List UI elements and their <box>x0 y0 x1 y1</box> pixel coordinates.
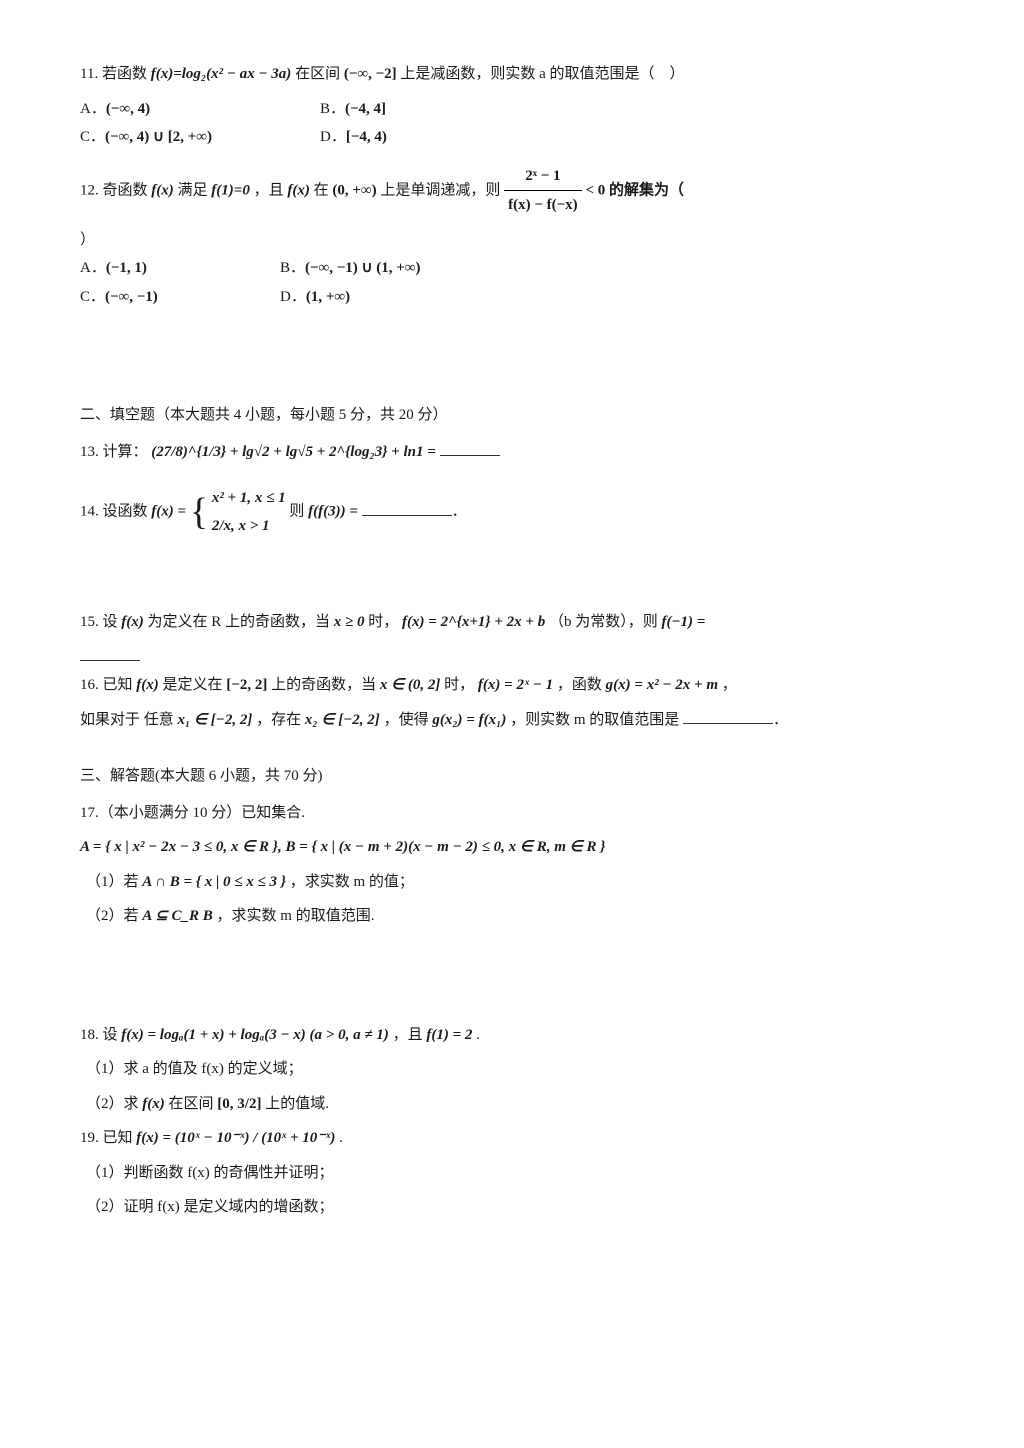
q11-stem-mid: 在区间 <box>295 66 344 82</box>
question-19-p1: （1）判断函数 f(x) 的奇偶性并证明； <box>80 1159 944 1188</box>
q13-blank <box>440 440 500 456</box>
q11-opt-b: B．(−4, 4] <box>320 95 560 124</box>
q12-opt-d: D．(1, +∞) <box>280 283 600 312</box>
question-15: 15. 设 f(x) 为定义在 R 上的奇函数，当 x ≥ 0 时， f(x) … <box>80 608 944 637</box>
question-17-p2: （2）若 A ⊆ C_R B ，求实数 m 的取值范围. <box>80 902 944 931</box>
q14-blank <box>362 500 452 516</box>
question-19-head: 19. 已知 f(x) = (10ˣ − 10⁻ˣ) / (10ˣ + 10⁻ˣ… <box>80 1124 944 1153</box>
question-14: 14. 设函数 f(x) = { x² + 1, x ≤ 1 2/x, x > … <box>80 476 944 548</box>
question-16-line2: 如果对于 任意 x₁ ∈ [−2, 2] ，存在 x₂ ∈ [−2, 2] ，使… <box>80 706 944 735</box>
q15-blank <box>80 645 140 661</box>
question-18-p2: （2）求 f(x) 在区间 [0, 3/2] 上的值域. <box>80 1090 944 1119</box>
q12-fraction: 2ˣ − 1 f(x) − f(−x) <box>504 162 582 220</box>
question-12: 12. 奇函数 f(x) 满足 f(1)=0 ，且 f(x) 在 (0, +∞)… <box>80 162 944 220</box>
q11-opt-a: A．(−∞, 4) <box>80 95 320 124</box>
q14-piecewise: { x² + 1, x ≤ 1 2/x, x > 1 <box>190 476 286 548</box>
q11-interval: (−∞, −2] <box>344 66 397 82</box>
q11-options-row2: C．(−∞, 4) ∪ [2, +∞) D．[−4, 4) <box>80 123 944 152</box>
q12-opt-a: A．(−1, 1) <box>80 254 280 283</box>
section-3-header: 三、解答题(本大题 6 小题，共 70 分) <box>80 762 944 791</box>
question-17-p1: （1）若 A ∩ B = { x | 0 ≤ x ≤ 3 } ，求实数 m 的值… <box>80 868 944 897</box>
question-16: 16. 已知 f(x) 是定义在 [−2, 2] 上的奇函数，当 x ∈ (0,… <box>80 671 944 700</box>
q11-math: f(x)=log₂(x² − ax − 3a) <box>151 66 292 82</box>
q12-close-paren: ） <box>80 226 944 255</box>
question-11: 11. 若函数 f(x)=log₂(x² − ax − 3a) 在区间 (−∞,… <box>80 60 944 89</box>
q11-stem-pre: 11. 若函数 <box>80 66 151 82</box>
q11-opt-c: C．(−∞, 4) ∪ [2, +∞) <box>80 123 320 152</box>
question-17-head: 17.（本小题满分 10 分）已知集合. <box>80 799 944 828</box>
question-13: 13. 计算： (27/8)^{1/3} + lg√2 + lg√5 + 2^{… <box>80 438 944 467</box>
q12-options: A．(−1, 1) B．(−∞, −1) ∪ (1, +∞) <box>80 254 944 283</box>
section-2-header: 二、填空题（本大题共 4 小题，每小题 5 分，共 20 分） <box>80 401 944 430</box>
question-18-p1: （1）求 a 的值及 f(x) 的定义域； <box>80 1055 944 1084</box>
q13-expr: (27/8)^{1/3} + lg√2 + lg√5 + 2^{log₂3} +… <box>151 444 436 460</box>
q11-opt-d: D．[−4, 4) <box>320 123 560 152</box>
q12-opt-c: C．(−∞, −1) <box>80 283 280 312</box>
question-18-head: 18. 设 f(x) = logₐ(1 + x) + logₐ(3 − x) (… <box>80 1021 944 1050</box>
q11-stem-post: 上是减函数，则实数 a 的取值范围是（ ） <box>400 66 684 82</box>
q11-options: A．(−∞, 4) B．(−4, 4] <box>80 95 944 124</box>
q12-opt-b: B．(−∞, −1) ∪ (1, +∞) <box>280 254 600 283</box>
q12-options-row2: C．(−∞, −1) D．(1, +∞) <box>80 283 944 312</box>
question-19-p2: （2）证明 f(x) 是定义域内的增函数； <box>80 1193 944 1222</box>
question-17-sets: A = { x | x² − 2x − 3 ≤ 0, x ∈ R }, B = … <box>80 833 944 862</box>
q16-blank <box>683 708 773 724</box>
